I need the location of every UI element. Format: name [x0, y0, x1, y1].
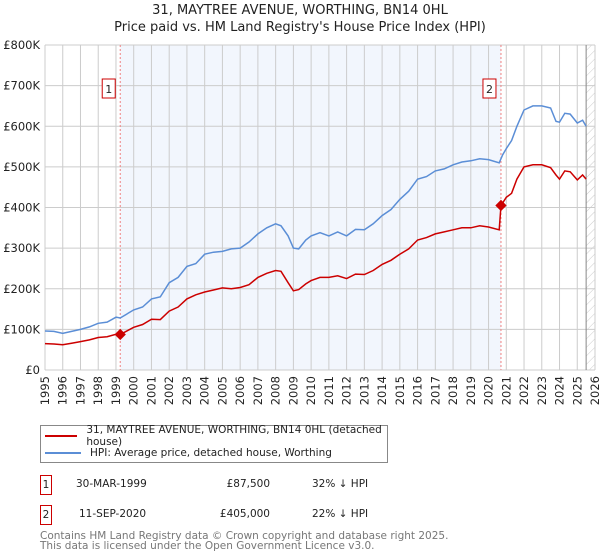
x-tick-label: 2017 [428, 376, 442, 405]
x-tick-label: 2023 [535, 376, 549, 405]
chart-title: 31, MAYTREE AVENUE, WORTHING, BN14 0HL [152, 3, 448, 18]
sale-label-box [482, 78, 497, 99]
transaction-price: £87,500 [226, 478, 270, 490]
x-tick-label: 1997 [73, 376, 87, 405]
transaction-hpi: 32% ↓ HPI [312, 478, 369, 490]
legend-item-hpi: HPI: Average price, detached house, Wort… [45, 445, 332, 461]
y-tick-label: £200K [3, 282, 40, 296]
x-tick-label: 1999 [109, 376, 123, 405]
x-tick-label: 2011 [322, 376, 336, 405]
footer-licence: This data is licensed under the Open Gov… [40, 540, 375, 552]
series-line [44, 164, 587, 346]
legend-label: 31, MAYTREE AVENUE, WORTHING, BN14 0HL (… [86, 424, 382, 448]
transaction-date: 11-SEP-2020 [79, 508, 147, 520]
x-tick-label: 2026 [588, 376, 600, 405]
x-tick-label: 2013 [357, 376, 371, 405]
sale-label: 2 [486, 83, 493, 96]
x-tick-label: 2000 [127, 376, 141, 405]
chart-subtitle: Price paid vs. HM Land Registry's House … [114, 20, 486, 35]
y-tick-label: £500K [3, 160, 40, 174]
sale-label: 1 [105, 83, 112, 96]
x-tick-label: 2003 [180, 376, 194, 405]
x-tick-label: 2018 [446, 376, 460, 405]
x-tick-label: 2007 [251, 376, 265, 405]
y-tick-label: £600K [3, 119, 40, 133]
x-tick-label: 2001 [144, 376, 158, 405]
legend-swatch-red [45, 435, 78, 437]
footer: Contains HM Land Registry data © Crown c… [40, 530, 449, 552]
x-tick-label: 2010 [304, 376, 318, 405]
sale-label-box [101, 78, 116, 99]
x-tick-label: 1996 [56, 376, 70, 405]
legend-swatch-blue [45, 452, 81, 454]
x-tick-label: 2019 [464, 376, 478, 405]
x-tick-label: 2016 [411, 376, 425, 405]
x-tick-label: 2022 [517, 376, 531, 405]
y-tick-label: £0 [25, 363, 40, 377]
y-tick-label: £700K [3, 79, 40, 93]
x-tick-label: 1995 [38, 376, 52, 405]
transaction-badge: 1 [40, 475, 52, 495]
x-tick-label: 2021 [499, 376, 513, 405]
x-tick-label: 2025 [570, 376, 584, 405]
transaction-badge: 2 [40, 505, 52, 525]
legend-item-property: 31, MAYTREE AVENUE, WORTHING, BN14 0HL (… [45, 424, 387, 448]
y-tick-label: £300K [3, 241, 40, 255]
transaction-price: £405,000 [219, 508, 270, 520]
legend: 31, MAYTREE AVENUE, WORTHING, BN14 0HL (… [40, 424, 388, 463]
x-tick-label: 2008 [269, 376, 283, 405]
x-tick-label: 2005 [215, 376, 229, 405]
legend-label: HPI: Average price, detached house, Wort… [90, 447, 332, 459]
x-tick-label: 2004 [198, 376, 212, 405]
transaction-date: 30-MAR-1999 [76, 478, 147, 490]
x-tick-label: 2024 [553, 376, 567, 405]
x-tick-label: 2006 [233, 376, 247, 405]
x-tick-label: 1998 [91, 376, 105, 405]
series-line [44, 105, 587, 335]
y-tick-label: £100K [3, 322, 40, 336]
footer-copyright: Contains HM Land Registry data © Crown c… [40, 530, 449, 542]
x-tick-label: 2020 [482, 376, 496, 405]
x-tick-label: 2015 [393, 376, 407, 405]
sale-point [495, 199, 507, 212]
x-tick-label: 2012 [340, 376, 354, 405]
x-tick-label: 2014 [375, 376, 389, 405]
transaction-hpi: 22% ↓ HPI [312, 508, 369, 520]
y-tick-label: £400K [3, 201, 40, 215]
x-tick-label: 2002 [162, 376, 176, 405]
y-tick-label: £800K [3, 38, 40, 52]
price-chart: 1995 1996 1997 1998 1999 2000 2001 2002 2003 2004… [3, 38, 600, 405]
x-tick-label: 2009 [286, 376, 300, 405]
